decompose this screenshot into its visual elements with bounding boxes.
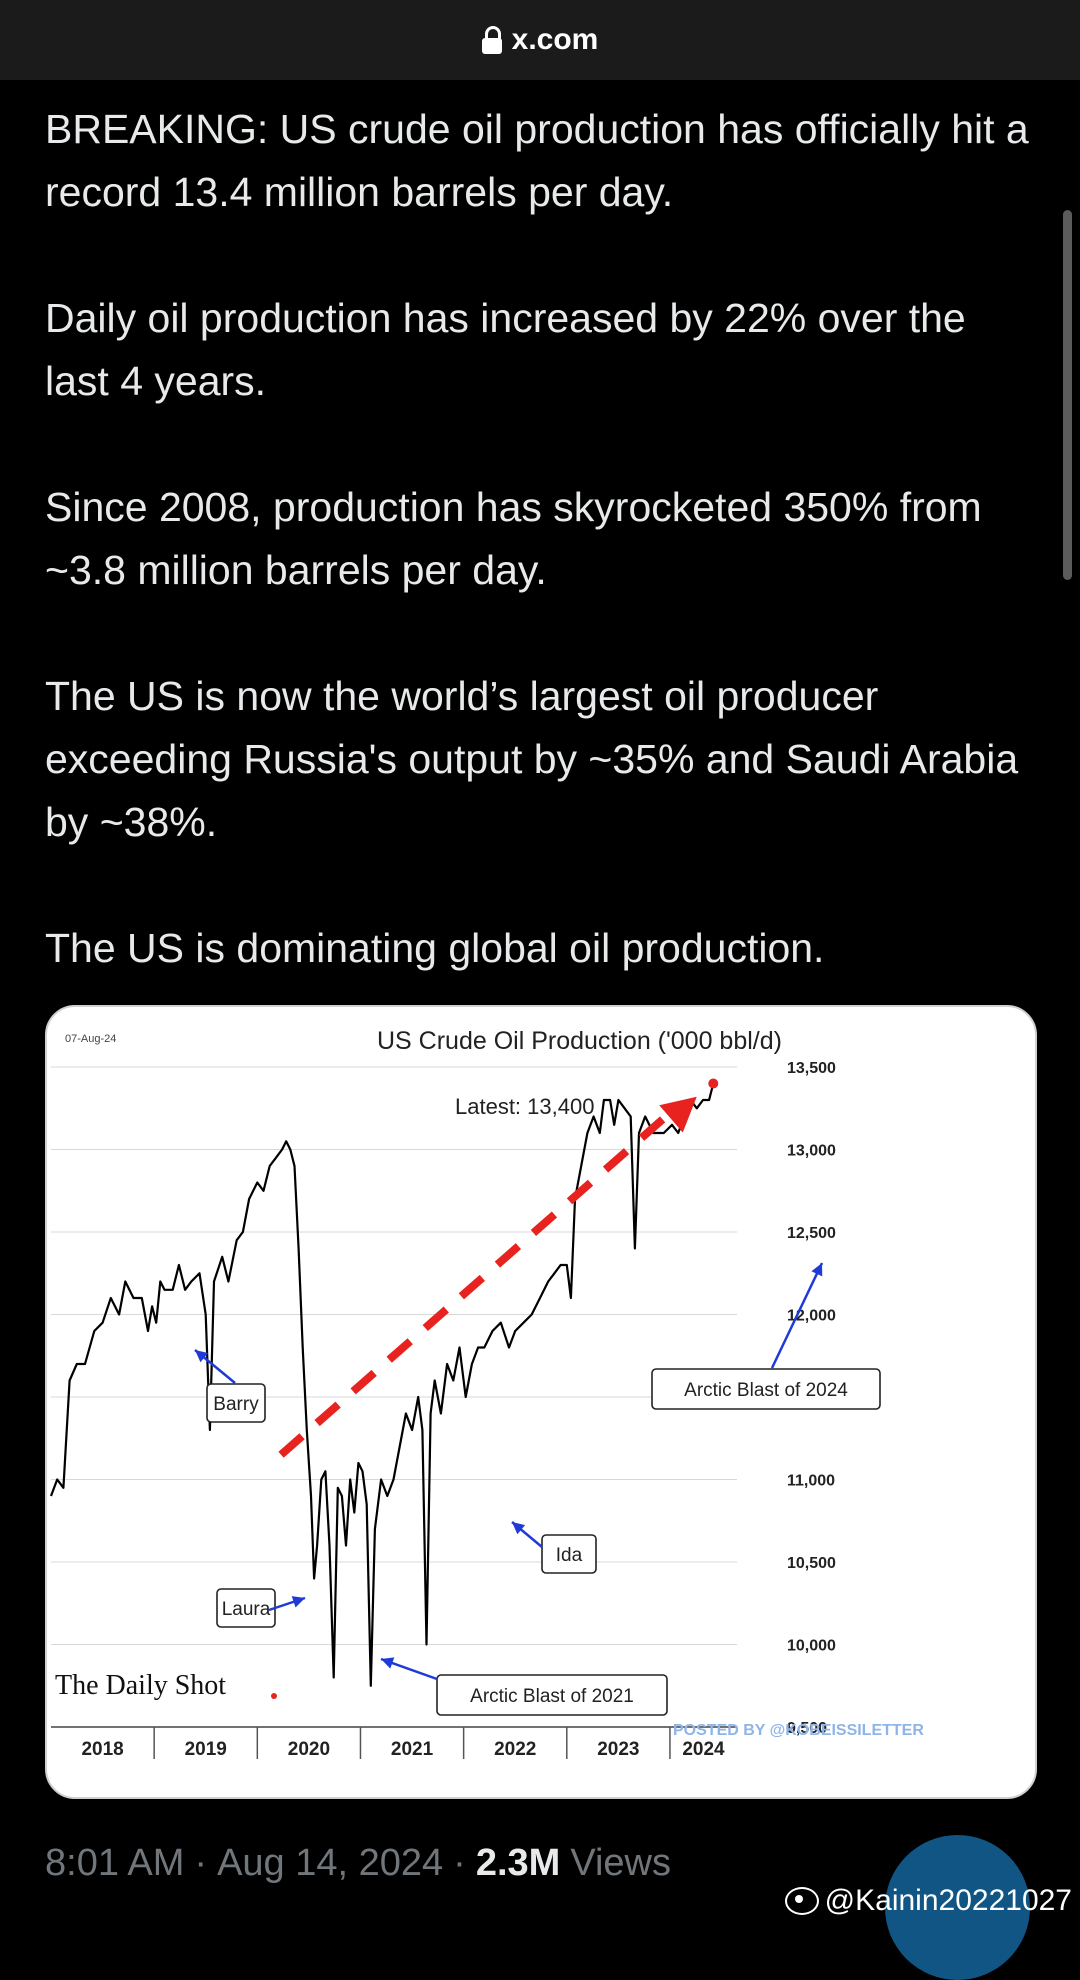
y-tick-label: 13,000 — [787, 1143, 836, 1160]
meta-separator: · — [194, 1842, 208, 1884]
annotation-barry: Barry — [194, 1349, 266, 1423]
x-tick-label: 2021 — [391, 1739, 434, 1760]
url-display[interactable]: x.com — [481, 23, 599, 57]
scrollbar[interactable] — [1063, 210, 1072, 580]
x-tick-label: 2020 — [288, 1739, 330, 1760]
tweet-body: BREAKING: US crude oil production has of… — [45, 98, 1035, 1043]
url-text: x.com — [511, 23, 599, 56]
meta-separator: · — [453, 1842, 466, 1884]
y-tick-label: 11,000 — [787, 1473, 835, 1490]
lock-icon — [481, 26, 502, 54]
annotation-arctic-blast-of-2024: Arctic Blast of 2024 — [651, 1262, 881, 1410]
source-logo: The Daily Shot — [55, 1670, 226, 1701]
chart-title: US Crude Oil Production ('000 bbl/d) — [377, 1027, 782, 1055]
annotation-arrowhead — [512, 1522, 526, 1535]
chart-credit: POSTED BY @KOBEISSILETTER — [673, 1722, 924, 1739]
trend-arrowhead — [659, 1096, 697, 1133]
x-tick-label: 2023 — [597, 1739, 639, 1760]
x-tick-label: 2022 — [494, 1739, 536, 1760]
weibo-icon — [784, 1887, 819, 1915]
chart-date-stamp: 07-Aug-24 — [65, 1033, 116, 1045]
x-tick-label: 2019 — [185, 1739, 227, 1760]
tweet-paragraph-5: The US is dominating global oil producti… — [45, 925, 825, 971]
watermark-text: @Kainin20221027 — [824, 1884, 1072, 1917]
x-tick-label: 2018 — [81, 1739, 123, 1760]
annotation-box — [651, 1368, 881, 1410]
series-line — [49, 1083, 715, 1687]
watermark: @Kainin20221027 — [784, 1884, 1072, 1918]
x-axis: 2018 2019 2020 2021 2022 2023 2024 — [51, 1726, 737, 1760]
trend-arrow — [278, 1096, 697, 1458]
y-tick-label: 12,500 — [787, 1225, 836, 1242]
tweet-paragraph-1: BREAKING: US crude oil production has of… — [45, 106, 1029, 215]
annotation-laura: Laura — [216, 1588, 306, 1628]
tweet-time[interactable]: 8:01 AM — [45, 1842, 185, 1884]
annotation-box — [541, 1534, 597, 1574]
x-tick-label: 2024 — [682, 1739, 725, 1760]
tweet-date[interactable]: Aug 14, 2024 — [217, 1842, 444, 1884]
latest-point — [708, 1078, 719, 1089]
y-axis: 9,50010,00010,50011,00011,50012,00012,50… — [787, 1060, 836, 1737]
annotation-box — [206, 1383, 266, 1423]
y-tick-label: 10,000 — [787, 1638, 836, 1655]
y-tick-label: 10,500 — [787, 1555, 836, 1572]
annotation-arrowhead — [811, 1263, 823, 1277]
browser-address-bar[interactable]: x.com — [0, 0, 1080, 80]
annotation-ida: Ida — [511, 1521, 597, 1574]
views-count: 2.3M — [475, 1842, 561, 1884]
chart-grid — [51, 1066, 737, 1728]
tweet-metadata: 8:01 AM · Aug 14, 2024 · 2.3M Views — [45, 1842, 671, 1885]
annotation-arrow — [770, 1262, 824, 1369]
annotation-label: Laura — [222, 1599, 271, 1620]
trend-dashed-line — [278, 1105, 678, 1458]
annotation-box — [436, 1674, 668, 1716]
chart-series — [49, 1078, 719, 1687]
tweet-paragraph-4: The US is now the world’s largest oil pr… — [45, 673, 1019, 845]
views-label: Views — [570, 1842, 671, 1884]
annotation-arrowhead — [195, 1350, 209, 1363]
tweet-media-image[interactable]: 9,50010,00010,50011,00011,50012,00012,50… — [45, 1005, 1037, 1799]
annotation-arctic-blast-of-2021: Arctic Blast of 2021 — [380, 1657, 668, 1716]
annotation-label: Barry — [213, 1394, 259, 1415]
annotation-arrowhead — [291, 1596, 305, 1608]
chart-latest-label: Latest: 13,400 — [455, 1094, 594, 1119]
chart-annotations: Barry Laura Ida Arctic Blast of 2021 Arctic … — [194, 1262, 881, 1716]
annotation-label: Arctic Blast of 2024 — [684, 1380, 848, 1401]
annotation-label: Ida — [556, 1545, 583, 1566]
annotation-arrowhead — [381, 1657, 395, 1669]
oil-production-chart: 9,50010,00010,50011,00011,50012,00012,50… — [49, 1027, 924, 1760]
y-tick-label: 13,500 — [787, 1060, 836, 1077]
tweet-paragraph-3: Since 2008, production has skyrocketed 3… — [45, 484, 982, 593]
tweet-paragraph-2: Daily oil production has increased by 22… — [45, 295, 966, 404]
y-tick-label: 9,500 — [787, 1720, 827, 1737]
annotation-label: Arctic Blast of 2021 — [470, 1686, 634, 1707]
source-logo-dot — [271, 1693, 277, 1699]
